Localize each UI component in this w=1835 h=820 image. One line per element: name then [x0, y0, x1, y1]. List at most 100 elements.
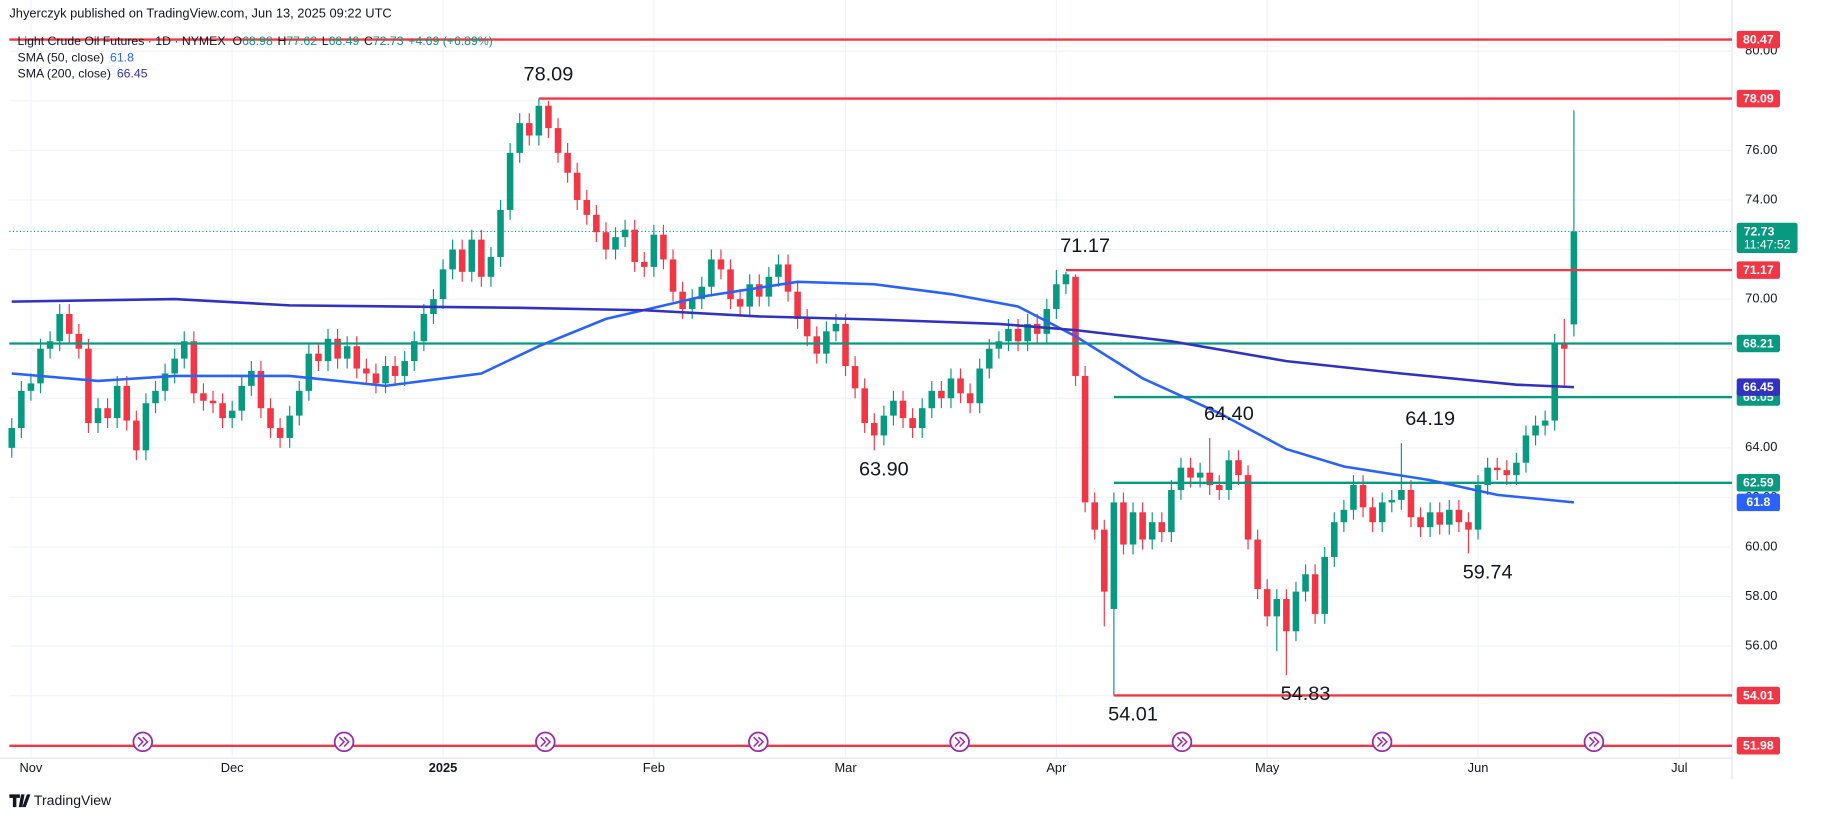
candle-body — [1110, 502, 1118, 609]
candle-body — [583, 199, 591, 215]
candle-body — [928, 390, 936, 409]
candle-body — [794, 291, 801, 319]
candle-body — [8, 428, 16, 448]
candle-body — [918, 408, 926, 429]
candle-body — [842, 323, 849, 367]
candle-body — [353, 346, 361, 369]
candle-body — [1024, 323, 1031, 342]
candle-body — [1235, 460, 1242, 476]
price-annotation: 54.01 — [1108, 704, 1158, 726]
candle-body — [200, 393, 207, 401]
legend-name: SMA (200, close) — [18, 67, 111, 81]
candle-body — [113, 385, 121, 419]
level-badge: 78.09 — [1743, 91, 1774, 105]
candle-body — [1206, 472, 1213, 486]
candle-body — [18, 390, 25, 429]
levels — [9, 38, 1733, 747]
candle-body — [554, 128, 562, 153]
candle-body — [775, 264, 782, 277]
level-badge-bg — [1736, 89, 1780, 108]
candle-body — [1062, 274, 1070, 285]
candle-body — [142, 403, 150, 451]
published-note: Jhyerczyk published on TradingView.com, … — [9, 5, 391, 20]
price-badges: 80.4778.0971.1768.2166.0562.5954.0151.98… — [1736, 30, 1798, 755]
candle-body — [784, 264, 792, 292]
candle-body — [65, 313, 73, 334]
candle-body — [1503, 470, 1511, 476]
candle-body — [1283, 599, 1290, 632]
ohlc-value: 77.62 — [286, 34, 317, 48]
candle-body — [1196, 472, 1204, 478]
sma-badge-bg — [1736, 378, 1780, 396]
candle-body — [401, 361, 408, 376]
candle-body — [593, 214, 600, 233]
candle-body — [180, 341, 188, 359]
candle-body — [1053, 284, 1060, 310]
candle-body — [1254, 539, 1261, 590]
candle-body — [295, 390, 303, 416]
candle-body — [871, 423, 878, 436]
level-badge: 54.01 — [1743, 688, 1774, 702]
candle-body — [1561, 343, 1568, 349]
x-tick-label: Jun — [1468, 760, 1489, 775]
y-tick-label: 74.00 — [1745, 191, 1777, 206]
legend-value: 61.8 — [110, 51, 134, 65]
candle-body — [1072, 276, 1079, 376]
level-badge-bg — [1736, 334, 1780, 353]
candle-body — [56, 313, 63, 342]
candle-body — [94, 408, 102, 424]
candle-body — [46, 341, 54, 349]
candle-body — [756, 284, 763, 297]
price-annotation: 78.09 — [524, 64, 574, 86]
level-badge: 80.47 — [1743, 32, 1774, 46]
legend-entry: SMA (50, close) 61.8 — [18, 51, 135, 65]
y-tick-label: 60.00 — [1745, 538, 1777, 553]
candle-body — [535, 105, 543, 136]
sma-badge: 61.8 — [1746, 495, 1770, 509]
candle-body — [1340, 509, 1348, 523]
sma-badge-bg — [1736, 493, 1780, 512]
candle-body — [938, 390, 945, 399]
candle-body — [1148, 522, 1156, 540]
candle-body — [727, 269, 734, 300]
candle-body — [478, 239, 485, 277]
candle-body — [1292, 591, 1300, 632]
candle-body — [382, 366, 389, 384]
candle-body — [391, 366, 399, 376]
candle-body — [1417, 517, 1424, 528]
candle-body — [976, 368, 983, 404]
x-tick-label: Dec — [221, 760, 244, 775]
x-tick-label: Apr — [1046, 760, 1067, 775]
candle-body — [487, 256, 495, 277]
candle-body — [27, 383, 35, 391]
candle-body — [851, 366, 859, 389]
y-tick-label: 56.00 — [1745, 638, 1777, 653]
ohlc-value: 68.98 — [242, 34, 273, 48]
candle-body — [1081, 375, 1089, 503]
candle-body — [1513, 462, 1520, 476]
candle-body — [966, 393, 974, 404]
x-tick-label: Mar — [834, 760, 857, 775]
candle-body — [1446, 509, 1453, 525]
candle-body — [1187, 467, 1194, 478]
candle-body — [1331, 522, 1338, 557]
level-badge: 68.21 — [1743, 336, 1774, 350]
candle-body — [1225, 460, 1233, 490]
change: +4.69 (+6.89%) — [408, 34, 493, 48]
candle-body — [161, 373, 169, 391]
x-tick-label: Nov — [19, 760, 42, 775]
level-badge-bg — [1736, 474, 1780, 492]
candle-body — [1465, 522, 1472, 530]
event-icon-arrow — [1176, 736, 1188, 748]
y-tick-label: 58.00 — [1745, 588, 1777, 603]
candle-body — [276, 428, 284, 438]
candle-body — [248, 371, 255, 386]
symbol: Light Crude Oil Futures · 1D · NYMEX — [18, 34, 226, 48]
candle-body — [75, 333, 83, 349]
ohlc-value: 68.49 — [329, 34, 360, 48]
candle-body — [37, 348, 44, 384]
candle-body — [1407, 489, 1415, 518]
candle-body — [1120, 502, 1127, 545]
